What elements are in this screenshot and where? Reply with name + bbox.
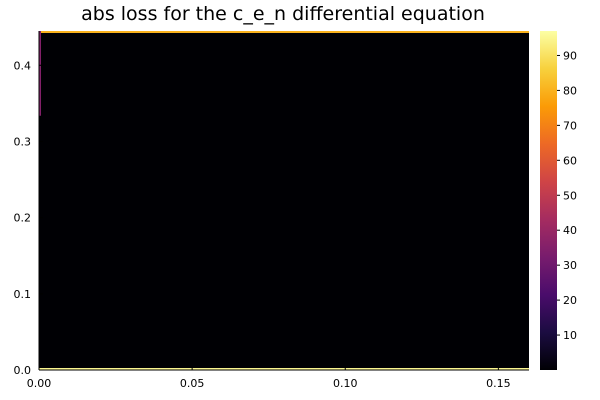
y-tick-label: 0.0 xyxy=(14,364,32,377)
y-axis: 0.0 0.1 0.2 0.3 0.4 xyxy=(14,31,43,377)
x-tick-label: 0.05 xyxy=(180,377,205,390)
boundary-strip-top xyxy=(39,31,529,33)
colorbar-tick-label: 70 xyxy=(563,119,577,132)
heatmap-plot-area xyxy=(39,31,529,370)
heatmap-boundary-highlights xyxy=(39,31,529,370)
colorbar-tick-label: 60 xyxy=(563,154,577,167)
x-tick-label: 0.15 xyxy=(486,377,511,390)
boundary-strip-left xyxy=(39,31,41,116)
colorbar-tick-label: 20 xyxy=(563,294,577,307)
colorbar-tick-label: 30 xyxy=(563,259,577,272)
x-axis: 0.00 0.05 0.10 0.15 xyxy=(27,366,529,390)
colorbar-tick-label: 40 xyxy=(563,224,577,237)
boundary-strip-bottom xyxy=(39,368,529,370)
colorbar: 10 20 30 40 50 60 70 80 90 xyxy=(540,31,577,370)
colorbar-tick-label: 90 xyxy=(563,49,577,62)
chart-title: abs loss for the c_e_n differential equa… xyxy=(81,3,485,25)
heatmap-field xyxy=(39,31,529,370)
colorbar-tick-label: 80 xyxy=(563,84,577,97)
colorbar-bar xyxy=(540,31,557,370)
colorbar-tick-label: 50 xyxy=(563,189,577,202)
y-tick-label: 0.3 xyxy=(14,135,32,148)
x-tick-label: 0.10 xyxy=(333,377,358,390)
y-tick-label: 0.4 xyxy=(14,59,32,72)
x-tick-label: 0.00 xyxy=(27,377,52,390)
colorbar-tick-label: 10 xyxy=(563,329,577,342)
y-tick-label: 0.2 xyxy=(14,212,32,225)
y-tick-label: 0.1 xyxy=(14,288,32,301)
